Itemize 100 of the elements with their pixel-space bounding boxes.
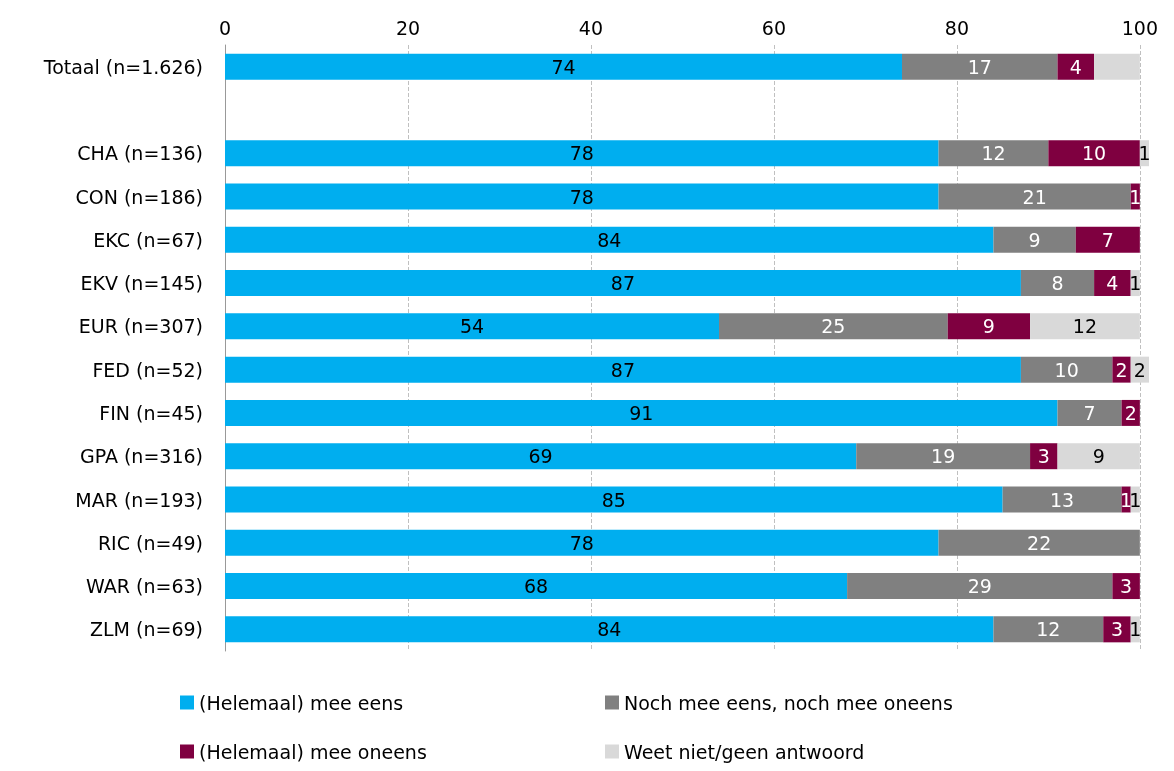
data-label: 68 — [523, 575, 549, 598]
bar — [1057, 399, 1122, 426]
y-tick-label: MAR (n=193) — [75, 488, 203, 511]
data-label: 85 — [601, 488, 626, 511]
data-label: 78 — [569, 142, 594, 165]
data-label: 2 — [1133, 358, 1146, 381]
data-label: 87 — [610, 272, 636, 295]
data-label: 12 — [981, 142, 1006, 165]
x-tick-label: 40 — [578, 16, 604, 39]
data-label: 13 — [1050, 488, 1075, 511]
bar — [225, 443, 857, 470]
data-label: 9 — [982, 315, 995, 338]
bar — [947, 313, 1031, 340]
x-tick-label: 0 — [218, 16, 232, 39]
data-label: 91 — [629, 401, 654, 424]
data-label: 2 — [1124, 401, 1137, 424]
data-label: 10 — [1054, 358, 1079, 381]
y-tick-label: FED (n=52) — [92, 358, 203, 381]
bar — [225, 226, 994, 253]
bar — [225, 529, 939, 556]
bar — [225, 486, 1003, 513]
data-label: 21 — [1022, 185, 1047, 208]
data-label: 1 — [1129, 618, 1142, 641]
x-tick-label: 100 — [1121, 16, 1158, 39]
y-tick-label: EKV (n=145) — [80, 272, 203, 295]
data-label: 78 — [569, 531, 594, 554]
bar — [1020, 356, 1113, 383]
bar — [938, 183, 1131, 210]
bar — [1030, 443, 1058, 470]
data-label: 29 — [967, 575, 992, 598]
data-label: 8 — [1051, 272, 1064, 295]
data-label: 4 — [1069, 55, 1082, 78]
legend-label: (Helemaal) mee oneens — [199, 740, 427, 763]
data-label: 84 — [597, 618, 622, 641]
data-label: 10 — [1082, 142, 1107, 165]
bar — [225, 616, 994, 643]
bar — [1094, 53, 1140, 80]
data-label: 12 — [1072, 315, 1098, 338]
data-label: 1 — [1129, 185, 1142, 208]
data-label: 1 — [1138, 142, 1151, 165]
data-label: 7 — [1101, 228, 1114, 251]
data-label: 7 — [1083, 401, 1096, 424]
data-label: 17 — [967, 55, 992, 78]
y-tick-label: CON (n=186) — [75, 185, 203, 208]
data-label: 3 — [1120, 575, 1133, 598]
bar — [1057, 53, 1095, 80]
bar — [1094, 270, 1131, 297]
data-label: 3 — [1037, 445, 1050, 468]
data-label: 9 — [1028, 228, 1041, 251]
x-tick-label: 20 — [395, 16, 421, 39]
bar — [225, 573, 848, 600]
data-label: 74 — [551, 55, 576, 78]
bar — [938, 529, 1140, 556]
bar — [993, 226, 1076, 253]
data-label: 84 — [597, 228, 622, 251]
data-label: 3 — [1110, 618, 1124, 641]
x-tick-label: 60 — [761, 16, 786, 39]
y-tick-label: ZLM (n=69) — [90, 618, 203, 641]
bar — [847, 573, 1113, 600]
data-label: 78 — [569, 185, 594, 208]
bar — [719, 313, 948, 340]
bar — [225, 183, 939, 210]
bar — [1002, 486, 1122, 513]
bar — [1020, 270, 1095, 297]
data-label: 19 — [931, 445, 956, 468]
bar — [1057, 443, 1140, 470]
bar — [225, 356, 1021, 383]
data-label: 4 — [1106, 272, 1119, 295]
legend-label: (Helemaal) mee eens — [199, 691, 404, 714]
bar — [856, 443, 1031, 470]
y-tick-label: EKC (n=67) — [93, 228, 203, 251]
bar — [225, 313, 720, 340]
y-tick-label: CHA (n=136) — [77, 142, 203, 165]
bar — [225, 53, 902, 80]
x-tick-label: 80 — [944, 16, 969, 39]
bar — [225, 140, 939, 167]
bar — [993, 616, 1104, 643]
bar — [938, 140, 1049, 167]
y-tick-label: FIN (n=45) — [99, 401, 203, 424]
y-tick-label: GPA (n=316) — [79, 445, 203, 468]
data-label: 25 — [821, 315, 846, 338]
data-label: 1 — [1129, 272, 1142, 295]
data-label: 12 — [1036, 618, 1061, 641]
data-label: 87 — [610, 358, 636, 381]
bar — [225, 270, 1021, 297]
bar — [1075, 226, 1140, 253]
data-label: 54 — [459, 315, 485, 338]
legend-label: Weet niet/geen antwoord — [624, 740, 865, 763]
y-tick-label: RIC (n=49) — [97, 531, 203, 554]
data-label: 2 — [1115, 358, 1128, 381]
bar — [1030, 313, 1140, 340]
bar — [901, 53, 1058, 80]
bar — [225, 399, 1058, 426]
bar — [1112, 573, 1140, 600]
y-tick-label: Totaal (n=1.626) — [42, 55, 203, 78]
y-tick-label: WAR (n=63) — [86, 575, 203, 598]
y-tick-label: EUR (n=307) — [78, 315, 203, 338]
data-label: 69 — [528, 445, 553, 468]
bar — [1048, 140, 1140, 167]
data-label: 22 — [1027, 531, 1052, 554]
